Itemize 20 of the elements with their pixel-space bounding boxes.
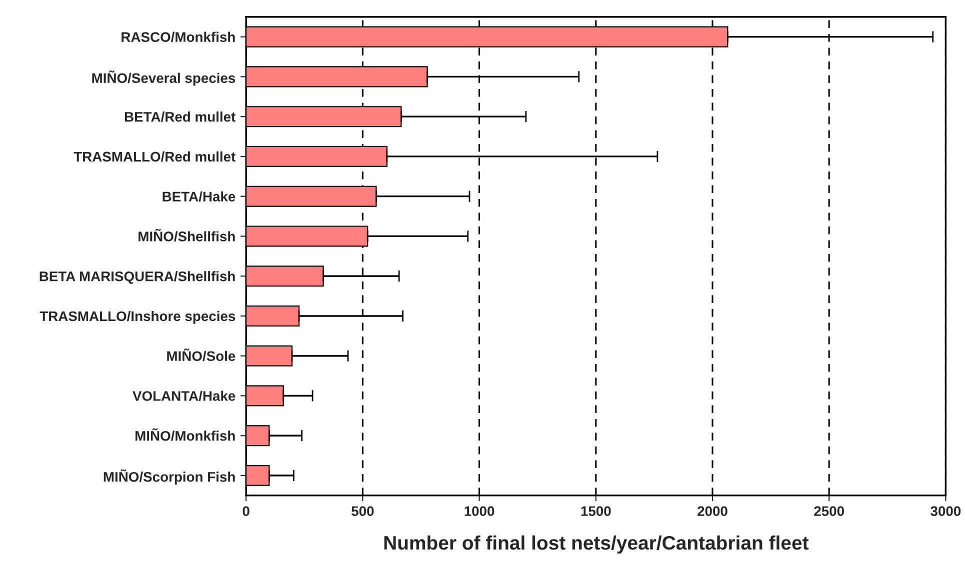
y-tick-label: MIÑO/Several species — [92, 70, 236, 86]
y-tick-label: BETA MARISQUERA/Shellfish — [40, 271, 235, 284]
y-tick-label: BETA/Hake — [162, 191, 236, 202]
y-tick-label: TRASMALLO/Red mullet — [74, 151, 236, 162]
x-tick-label: 1500 — [581, 506, 611, 516]
y-tick-label: BETA/Red mullet — [124, 112, 236, 122]
x-tick-label: 2000 — [698, 506, 728, 516]
x-tick-label: 3000 — [930, 506, 961, 516]
y-tick-label: TRASMALLO/Inshore species — [40, 310, 236, 324]
y-tick-label: MIÑO/Shellfish — [138, 228, 235, 242]
y-tick-label: MIÑO/Scorpion Fish — [104, 469, 235, 485]
x-axis-title: Number of final lost nets/year/Cantabrian fleet — [384, 535, 809, 554]
y-tick-label: MIÑO/Monkfish — [136, 428, 235, 441]
x-tick-label: 0 — [242, 506, 250, 516]
x-tick-label: 2500 — [814, 506, 844, 516]
x-tick-label: 500 — [352, 506, 374, 516]
x-tick-label: 1000 — [464, 506, 494, 516]
y-tick-label: MIÑO/Sole — [167, 348, 236, 362]
y-tick-label: VOLANTA/Hake — [132, 390, 236, 402]
y-tick-label: RASCO/Monkfish — [122, 32, 235, 42]
